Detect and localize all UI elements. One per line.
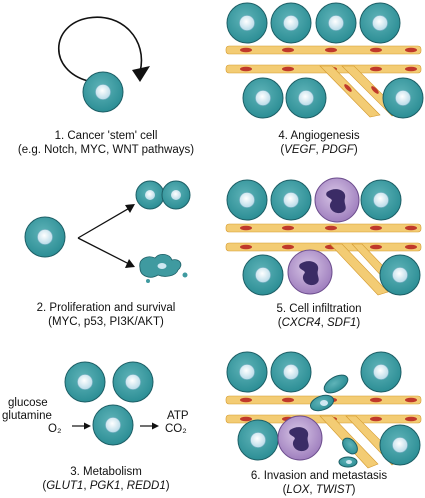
arrowhead-icon xyxy=(132,66,150,82)
cell xyxy=(270,2,312,44)
cell xyxy=(270,351,312,393)
panel-1-caption: 1. Cancer 'stem' cell (e.g. Notch, MYC, … xyxy=(0,129,212,157)
panel-3-title: 3. Metabolism xyxy=(70,466,142,478)
panel-4-subtitle: (VEGF, PDGF) xyxy=(280,144,358,156)
sprouting-vessel xyxy=(329,243,389,296)
panel-4-caption: 4. Angiogenesis (VEGF, PDGF) xyxy=(213,129,425,157)
panel-3-metabolism xyxy=(64,361,159,446)
blood-vessel xyxy=(225,223,422,233)
glucose-label: glucose xyxy=(8,397,48,409)
cell xyxy=(112,361,154,403)
cell xyxy=(359,2,401,44)
arrowhead-icon xyxy=(125,204,135,213)
panel-5-caption: 5. Cell infiltration (CXCR4, SDF1) xyxy=(213,302,425,330)
cell xyxy=(226,2,268,44)
cell xyxy=(285,77,327,119)
atp-label: ATP xyxy=(167,410,189,422)
immune-cell xyxy=(287,249,333,295)
intravasating-tumor-cell xyxy=(338,437,358,468)
cell xyxy=(237,419,279,461)
dividing-cell-right xyxy=(161,180,191,210)
panel-3-caption: 3. Metabolism (GLUT1, PGK1, REDD1) xyxy=(0,465,212,493)
cell xyxy=(360,179,402,221)
cell xyxy=(360,351,402,393)
cell xyxy=(382,77,424,119)
arrowhead-icon xyxy=(84,422,91,430)
dividing-cell-left xyxy=(135,180,165,210)
blood-vessel xyxy=(225,242,422,252)
cell xyxy=(92,404,134,446)
migrating-tumor-cell xyxy=(309,374,349,412)
cell xyxy=(242,254,284,296)
panel-4-angiogenesis xyxy=(225,2,424,119)
panel-2-title: 2. Proliferation and survival xyxy=(36,302,176,314)
panel-2-caption: 2. Proliferation and survival (MYC, p53,… xyxy=(0,301,212,329)
cell xyxy=(270,179,312,221)
panel-4-title: 4. Angiogenesis xyxy=(278,130,360,142)
glutamine-label: glutamine xyxy=(2,410,52,422)
parent-cell xyxy=(24,216,66,258)
panel-2-proliferation xyxy=(24,180,191,283)
co2-label: CO₂ xyxy=(165,423,187,435)
panel-6-invasion xyxy=(225,351,422,469)
immune-cell xyxy=(277,415,323,461)
blood-vessel xyxy=(225,45,422,55)
stem-cell xyxy=(82,71,124,113)
panel-6-caption: 6. Invasion and metastasis (LOX, TWIST) xyxy=(213,469,425,497)
panel-1-stem-cell xyxy=(57,16,150,113)
arrowhead-icon xyxy=(152,422,159,430)
cell xyxy=(315,2,357,44)
arrowhead-icon xyxy=(125,259,135,268)
panel-6-subtitle: (LOX, TWIST) xyxy=(282,484,356,496)
cell xyxy=(379,424,421,466)
cell xyxy=(64,361,106,403)
cell xyxy=(379,254,421,296)
panel-6-title: 6. Invasion and metastasis xyxy=(250,470,388,482)
panel-5-subtitle: (CXCR4, SDF1) xyxy=(277,317,361,329)
panel-2-subtitle: (MYC, p53, PI3K/AKT) xyxy=(48,316,164,328)
panel-5-infiltration xyxy=(225,177,422,296)
cell xyxy=(226,179,268,221)
panel-3-subtitle: (GLUT1, PGK1, REDD1) xyxy=(42,480,170,492)
cell xyxy=(242,77,284,119)
panel-1-subtitle: (e.g. Notch, MYC, WNT pathways) xyxy=(17,144,195,156)
panel-5-title: 5. Cell infiltration xyxy=(276,303,362,315)
o2-label: O₂ xyxy=(48,423,62,435)
panel-1-title: 1. Cancer 'stem' cell xyxy=(54,130,158,142)
immune-cell xyxy=(314,177,360,223)
self-renewal-arrow xyxy=(57,16,143,82)
cell xyxy=(226,351,268,393)
